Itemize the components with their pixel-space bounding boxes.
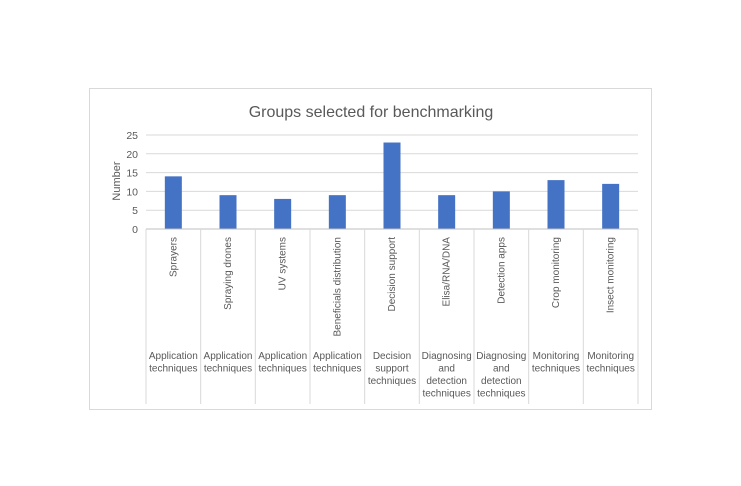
- bar-2: [219, 195, 237, 229]
- x-group-label: Application techniques: [149, 351, 198, 375]
- chart-title: Groups selected for benchmarking: [249, 104, 494, 121]
- x-category-label: Insect monitoring: [606, 237, 617, 313]
- x-group-label: Monitoring techniques: [586, 351, 634, 375]
- y-tick-label: 5: [132, 205, 138, 217]
- x-category-label: UV systems: [278, 237, 289, 290]
- x-group-label: Application techniques: [313, 351, 362, 375]
- bar-5: [383, 142, 401, 229]
- x-group-label: Application techniques: [258, 351, 307, 375]
- y-tick-label: 0: [132, 224, 138, 236]
- y-tick-label: 25: [126, 130, 138, 142]
- y-tick-label: 15: [126, 168, 138, 180]
- bar-8: [547, 180, 565, 229]
- x-category-label: Decision support: [387, 237, 398, 312]
- bar-chart: Groups selected for benchmarking Number …: [111, 104, 639, 404]
- x-group-label: Decision support techniques: [368, 351, 416, 387]
- x-category-label: Elisa/RNA/DNA: [442, 237, 453, 307]
- chart-frame: Groups selected for benchmarking Number …: [89, 88, 652, 410]
- x-group-label: Diagnosing and detection techniques: [422, 351, 472, 400]
- x-category-label: Sprayers: [168, 237, 179, 277]
- bar-7: [492, 191, 510, 229]
- bar-9: [602, 183, 620, 229]
- bar-3: [274, 198, 292, 229]
- x-category-label: Spraying drones: [223, 237, 234, 310]
- y-axis-label: Number: [111, 161, 123, 200]
- bar-4: [328, 195, 346, 229]
- bar-1: [164, 176, 182, 229]
- x-category-label: Crop monitoring: [551, 237, 562, 308]
- x-group-label: Application techniques: [204, 351, 253, 375]
- x-category-label: Detection apps: [496, 237, 507, 304]
- bar-6: [438, 195, 456, 229]
- x-group-label: Diagnosing and detection techniques: [476, 351, 526, 400]
- x-category-label: Beneficials distribution: [332, 237, 343, 337]
- y-tick-label: 10: [126, 186, 138, 198]
- x-group-label: Monitoring techniques: [532, 351, 580, 375]
- y-tick-label: 20: [126, 149, 138, 161]
